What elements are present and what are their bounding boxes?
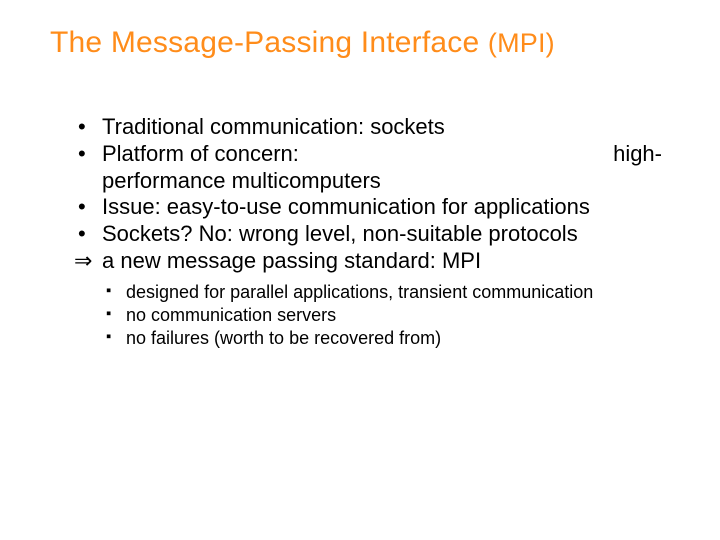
bullet-item: Platform of concern: high- performance m… [78, 141, 670, 195]
bullet-text: Traditional communication: sockets [102, 114, 445, 139]
bullet-item: Issue: easy-to-use communication for app… [78, 194, 670, 221]
sub-bullet-text: no failures (worth to be recovered from) [126, 328, 441, 348]
sub-bullet-text: no communication servers [126, 305, 336, 325]
sub-bullet-item: no failures (worth to be recovered from) [106, 327, 670, 350]
title-paren: (MPI) [488, 28, 555, 58]
sub-bullet-item: no communication servers [106, 304, 670, 327]
arrow-item: a new message passing standard: MPI [78, 248, 670, 275]
bullet-item: Traditional communication: sockets [78, 114, 670, 141]
slide: The Message-Passing Interface (MPI) Trad… [0, 0, 720, 540]
slide-title: The Message-Passing Interface (MPI) [50, 26, 670, 60]
bullet-text: a new message passing standard: MPI [102, 248, 481, 273]
sub-bullet-list: designed for parallel applications, tran… [50, 281, 670, 350]
title-text: The Message-Passing Interface [50, 26, 488, 59]
bullet-text-cont: performance multicomputers [102, 168, 670, 195]
bullet-item: Sockets? No: wrong level, non-suitable p… [78, 221, 670, 248]
bullet-text: Platform of concern: [102, 141, 299, 166]
sub-bullet-text: designed for parallel applications, tran… [126, 282, 593, 302]
sub-bullet-item: designed for parallel applications, tran… [106, 281, 670, 304]
bullet-text: Sockets? No: wrong level, non-suitable p… [102, 221, 578, 246]
bullet-text: Issue: easy-to-use communication for app… [102, 194, 590, 219]
bullet-text-right: high- [613, 141, 670, 168]
main-bullet-list: Traditional communication: sockets Platf… [50, 114, 670, 275]
